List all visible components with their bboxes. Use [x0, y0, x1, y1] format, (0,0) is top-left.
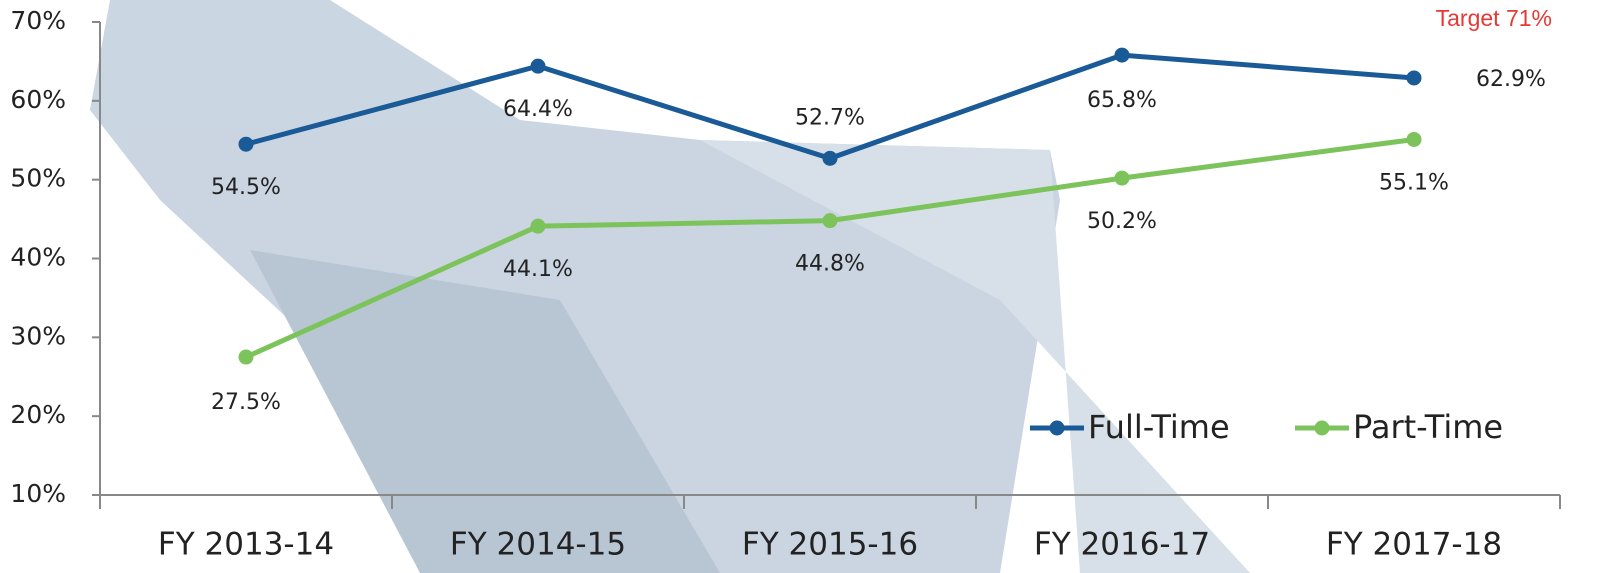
legend-label: Part-Time — [1353, 408, 1503, 446]
y-tick-label: 70% — [10, 6, 66, 35]
data-point — [1406, 131, 1422, 147]
data-point — [530, 218, 546, 234]
data-label: 62.9% — [1476, 67, 1546, 92]
legend-marker — [1314, 420, 1330, 436]
data-point — [822, 150, 838, 166]
background-photo — [90, 0, 1250, 573]
x-tick-label: FY 2016-17 — [1034, 527, 1210, 563]
data-label: 50.2% — [1087, 209, 1157, 234]
data-label: 44.8% — [795, 252, 865, 277]
data-label: 27.5% — [211, 390, 281, 415]
y-tick-label: 50% — [10, 164, 66, 193]
data-label: 65.8% — [1087, 88, 1157, 113]
legend-label: Full-Time — [1088, 408, 1230, 446]
legend-marker — [1049, 420, 1065, 436]
x-tick-label: FY 2017-18 — [1326, 527, 1502, 563]
y-tick-label: 40% — [10, 243, 66, 272]
y-tick-label: 10% — [10, 479, 66, 508]
data-label: 54.5% — [211, 175, 281, 200]
data-point — [1406, 70, 1422, 86]
data-point — [1114, 47, 1130, 63]
data-label: 44.1% — [503, 257, 573, 282]
x-tick-label: FY 2015-16 — [742, 527, 918, 563]
data-point — [822, 213, 838, 229]
y-tick-label: 20% — [10, 400, 66, 429]
annotation: Target 71% — [1436, 5, 1552, 31]
data-label: 55.1% — [1379, 170, 1449, 195]
data-point — [530, 58, 546, 74]
x-tick-label: FY 2013-14 — [158, 527, 334, 563]
data-label: 64.4% — [503, 97, 573, 122]
data-point — [238, 136, 254, 152]
y-tick-label: 30% — [10, 321, 66, 350]
data-label: 52.7% — [795, 105, 865, 130]
x-tick-label: FY 2014-15 — [450, 527, 626, 563]
data-point — [1114, 170, 1130, 186]
data-point — [238, 349, 254, 365]
y-tick-label: 60% — [10, 85, 66, 114]
